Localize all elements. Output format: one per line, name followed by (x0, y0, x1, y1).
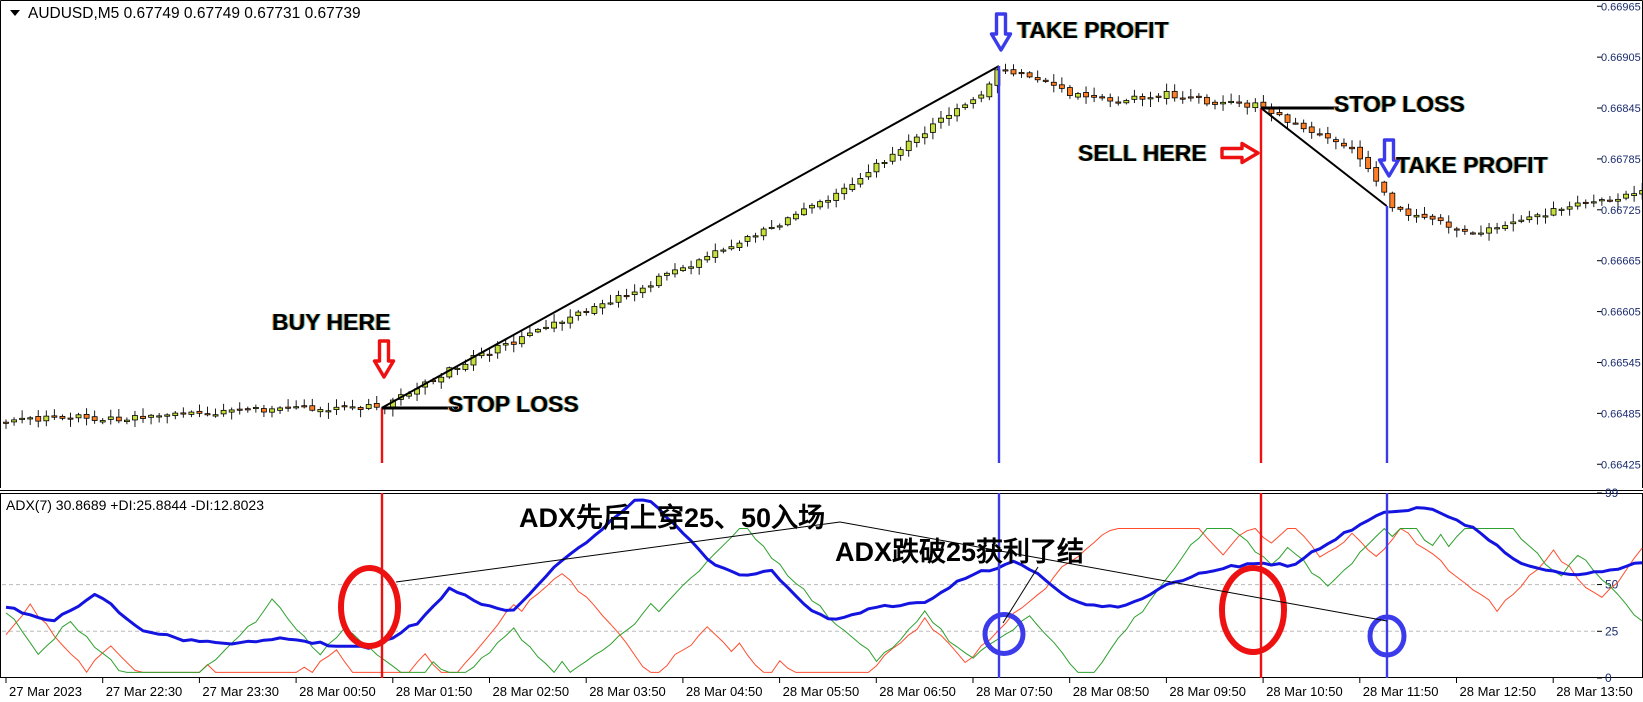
svg-text:0.66725: 0.66725 (1601, 205, 1641, 217)
svg-text:28 Mar 07:50: 28 Mar 07:50 (976, 684, 1053, 699)
svg-text:28 Mar 01:50: 28 Mar 01:50 (396, 684, 473, 699)
svg-text:28 Mar 00:50: 28 Mar 00:50 (299, 684, 376, 699)
svg-text:28 Mar 02:50: 28 Mar 02:50 (493, 684, 570, 699)
svg-text:TAKE PROFIT: TAKE PROFIT (1396, 152, 1548, 178)
svg-text:28 Mar 05:50: 28 Mar 05:50 (783, 684, 860, 699)
svg-text:25: 25 (1605, 624, 1619, 638)
svg-text:0.66545: 0.66545 (1601, 357, 1641, 369)
svg-text:28 Mar 04:50: 28 Mar 04:50 (686, 684, 763, 699)
svg-text:ADX跌破25获利了结: ADX跌破25获利了结 (835, 537, 1084, 567)
svg-text:STOP LOSS: STOP LOSS (1334, 91, 1465, 117)
svg-text:0.66665: 0.66665 (1601, 256, 1641, 268)
svg-text:0.66965: 0.66965 (1601, 1, 1641, 13)
svg-text:0.66905: 0.66905 (1601, 52, 1641, 64)
svg-text:0.66785: 0.66785 (1601, 154, 1641, 166)
svg-text:0.66485: 0.66485 (1601, 408, 1641, 420)
svg-text:ADX先后上穿25、50入场: ADX先后上穿25、50入场 (519, 502, 825, 533)
svg-text:0.66605: 0.66605 (1601, 307, 1641, 319)
svg-text:28 Mar 12:50: 28 Mar 12:50 (1460, 684, 1537, 699)
svg-text:28 Mar 10:50: 28 Mar 10:50 (1266, 684, 1343, 699)
svg-text:50: 50 (1605, 578, 1619, 592)
svg-text:BUY HERE: BUY HERE (272, 309, 390, 335)
svg-text:0: 0 (1605, 671, 1612, 685)
svg-text:SELL HERE: SELL HERE (1078, 140, 1207, 166)
svg-text:28 Mar 09:50: 28 Mar 09:50 (1169, 684, 1246, 699)
svg-text:0.66425: 0.66425 (1601, 459, 1641, 471)
svg-text:28 Mar 06:50: 28 Mar 06:50 (879, 684, 956, 699)
svg-text:TAKE PROFIT: TAKE PROFIT (1017, 17, 1169, 43)
svg-text:27 Mar 2023: 27 Mar 2023 (9, 684, 82, 699)
svg-text:ADX(7) 30.8689 +DI:25.8844 -: ADX(7) 30.8689 +DI:25.8844 -DI:12.8023 (6, 497, 264, 513)
svg-text:AUDUSD,M5 0.67749 0.67749 0.6: AUDUSD,M5 0.67749 0.67749 0.67731 0.6773… (28, 5, 361, 22)
svg-text:28 Mar 03:50: 28 Mar 03:50 (589, 684, 666, 699)
svg-text:28 Mar 08:50: 28 Mar 08:50 (1073, 684, 1150, 699)
svg-text:28 Mar 13:50: 28 Mar 13:50 (1556, 684, 1633, 699)
svg-text:27 Mar 23:30: 27 Mar 23:30 (202, 684, 279, 699)
svg-text:27 Mar 22:30: 27 Mar 22:30 (106, 684, 183, 699)
svg-text:STOP LOSS: STOP LOSS (448, 391, 579, 417)
svg-text:99: 99 (1605, 486, 1619, 500)
svg-text:28 Mar 11:50: 28 Mar 11:50 (1363, 684, 1439, 699)
svg-text:0.66845: 0.66845 (1601, 103, 1641, 115)
